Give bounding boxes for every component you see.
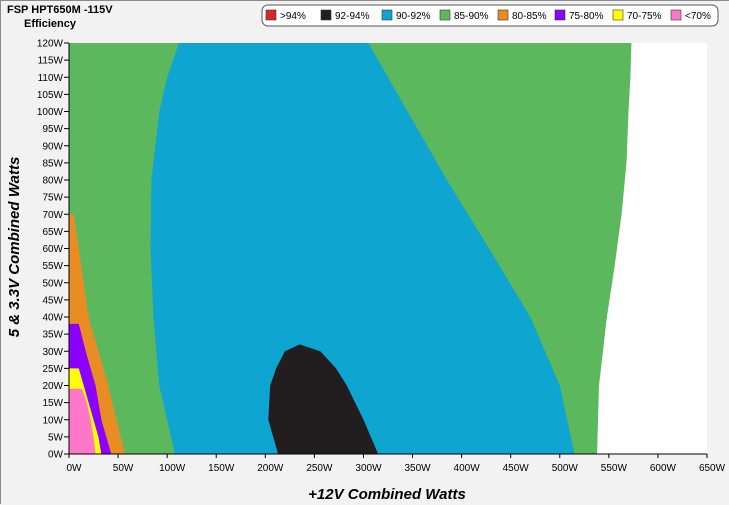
y-tick-label: 110W bbox=[38, 73, 64, 84]
y-tick-label: 5W bbox=[48, 432, 64, 443]
y-tick-label: 80W bbox=[42, 176, 63, 187]
y-axis-title: 5 & 3.3V Combined Watts bbox=[6, 157, 23, 338]
y-tick-label: 50W bbox=[42, 278, 63, 289]
y-tick-label: 120W bbox=[37, 39, 64, 50]
y-tick-label: 40W bbox=[42, 313, 63, 324]
legend-swatch bbox=[439, 9, 451, 21]
y-tick-label: 70W bbox=[42, 210, 63, 221]
legend-box bbox=[261, 4, 719, 27]
x-tick-label: 0W bbox=[67, 463, 83, 474]
y-tick-label: 20W bbox=[42, 381, 63, 392]
y-tick-label: 0W bbox=[48, 450, 64, 461]
y-tick-label: 45W bbox=[42, 295, 63, 306]
legend-label: <70% bbox=[685, 11, 711, 22]
x-tick-label: 400W bbox=[454, 463, 481, 474]
y-tick-label: 55W bbox=[42, 261, 63, 272]
legend-swatch bbox=[381, 9, 393, 21]
y-tick-label: 10W bbox=[42, 415, 63, 426]
zone-90-92-1 bbox=[150, 43, 575, 454]
y-tick-label: 95W bbox=[42, 124, 63, 135]
x-tick-label: 300W bbox=[355, 463, 382, 474]
legend-swatch bbox=[265, 9, 277, 21]
x-tick-label: 100W bbox=[159, 463, 186, 474]
legend-swatch bbox=[320, 9, 332, 21]
x-tick-label: 500W bbox=[552, 463, 579, 474]
x-tick-label: 600W bbox=[650, 463, 677, 474]
legend-swatch bbox=[497, 9, 509, 21]
zone-70-6 bbox=[69, 388, 96, 454]
y-tick-label: 15W bbox=[42, 398, 63, 409]
y-tick-label: 60W bbox=[42, 244, 63, 255]
y-tick-label: 90W bbox=[42, 141, 63, 152]
y-tick-label: 115W bbox=[38, 56, 64, 67]
y-tick-label: 35W bbox=[42, 330, 63, 341]
x-tick-label: 450W bbox=[503, 463, 530, 474]
legend-label: 80-85% bbox=[512, 11, 547, 22]
x-tick-label: 150W bbox=[208, 463, 235, 474]
y-tick-label: 30W bbox=[42, 347, 63, 358]
legend-label: 70-75% bbox=[627, 11, 662, 22]
legend-label: 92-94% bbox=[335, 11, 370, 22]
legend-swatch bbox=[670, 9, 682, 21]
x-axis-title: +12V Combined Watts bbox=[308, 486, 466, 503]
x-tick-label: 650W bbox=[699, 463, 726, 474]
legend: >94% 92-94% 90-92% 85-90% 80-85% 75-80% 70-75%… bbox=[261, 4, 719, 27]
x-tick-label: 550W bbox=[601, 463, 628, 474]
y-tick-label: 105W bbox=[37, 90, 64, 101]
chart-subtitle: Efficiency bbox=[24, 18, 77, 30]
y-tick-label: 85W bbox=[42, 158, 63, 169]
legend-label: >94% bbox=[280, 11, 306, 22]
x-tick-label: 50W bbox=[113, 463, 134, 474]
x-tick-label: 250W bbox=[306, 463, 333, 474]
y-axis-ticks: 0W 5W 10W 15W 20W 25W 30W 35W 40W 45W 50W 55W 60W 65W… bbox=[37, 39, 70, 461]
legend-label: 85-90% bbox=[454, 11, 489, 22]
x-tick-label: 350W bbox=[404, 463, 431, 474]
y-tick-label: 100W bbox=[37, 107, 64, 118]
legend-label: 75-80% bbox=[569, 11, 604, 22]
legend-label: 90-92% bbox=[396, 11, 431, 22]
legend-swatch bbox=[612, 9, 624, 21]
chart-title: FSP HPT650M -115V bbox=[7, 4, 113, 16]
zone-92-94-2 bbox=[268, 344, 379, 454]
zones-layer bbox=[69, 43, 632, 454]
y-tick-label: 25W bbox=[42, 364, 63, 375]
x-tick-label: 200W bbox=[257, 463, 284, 474]
x-axis-ticks: 0W 50W 100W 150W 200W 250W 300W 350W 400W 450W 500… bbox=[67, 453, 726, 474]
y-tick-label: 75W bbox=[42, 193, 63, 204]
legend-swatch bbox=[554, 9, 566, 21]
y-tick-label: 65W bbox=[42, 227, 63, 238]
